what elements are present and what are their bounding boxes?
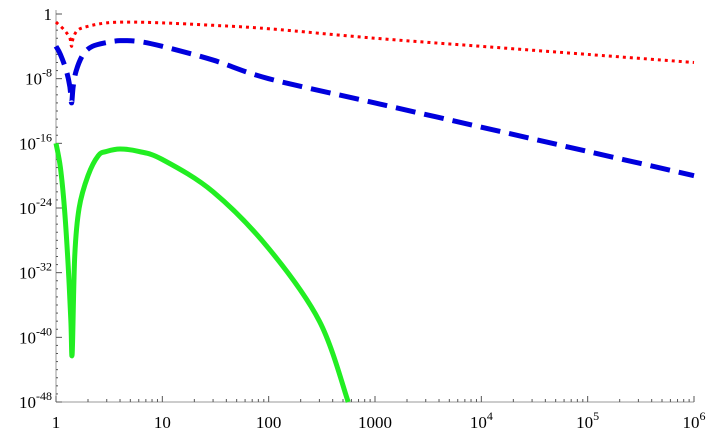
y-tick-base: 10 [19,134,36,153]
y-tick-base: 10 [25,70,42,89]
x-tick-label: 104 [470,409,493,432]
y-tick-label: 10-24 [19,195,52,218]
x-tick-exponent: 6 [700,409,706,423]
x-tick-base: 100 [256,413,282,432]
x-tick-exponent: 4 [487,409,493,423]
x-tick-base: 10 [683,413,700,432]
x-tick-label: 105 [576,409,599,432]
x-tick-labels: 1 10 100 1000 104 105 106 [52,409,706,432]
series-layer [53,20,695,403]
x-tick-base: 1 [52,413,61,432]
y-tick-label: 10-8 [25,66,52,89]
y-tick-base: 10 [19,393,36,412]
y-tick-label: 10-48 [19,389,52,412]
axes [55,10,695,403]
x-tick-label: 10 [154,413,171,432]
x-tick-label: 106 [683,409,706,432]
y-tick-label: 10-32 [19,260,52,283]
x-tick-base: 1000 [358,413,392,432]
x-tick-base: 10 [154,413,171,432]
y-tick-exponent: -48 [36,389,52,403]
x-tick-label: 1 [52,413,61,432]
series-red-dotted-line [54,20,695,64]
y-tick-base: 10 [19,328,36,347]
y-tick-exponent: -40 [36,324,52,338]
y-tick-base: 10 [19,199,36,218]
y-tick-label: 10-16 [19,130,52,153]
y-tick-exponent: -32 [36,260,52,274]
y-tick-exponent: -16 [36,130,52,144]
series-blue-dashed-line [53,38,695,179]
y-tick-base: 10 [19,264,36,283]
y-tick-base: 1 [44,5,53,24]
x-tick-label: 100 [256,413,282,432]
y-tick-exponent: -24 [36,195,52,209]
y-tick-exponent: -8 [42,66,52,80]
x-tick-base: 10 [470,413,487,432]
y-tick-label: 1 [44,5,53,24]
x-tick-exponent: 5 [593,409,599,423]
x-tick-label: 1000 [358,413,392,432]
x-tick-base: 10 [576,413,593,432]
series-green-solid-line [53,142,351,403]
y-tick-label: 10-40 [19,324,52,347]
